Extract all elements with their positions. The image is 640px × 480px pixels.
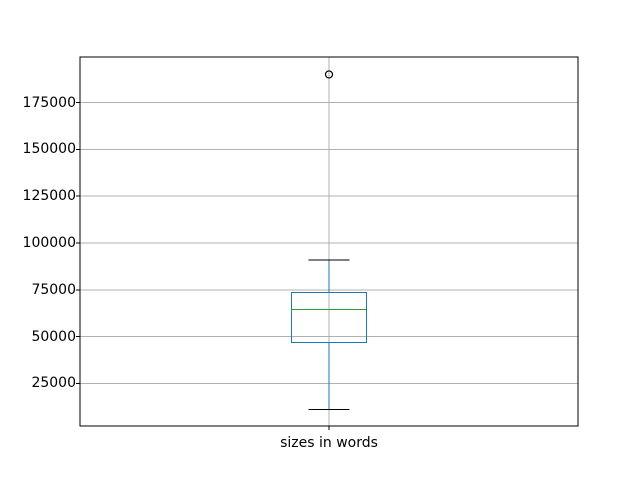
y-tick-label: 150000 [22, 141, 76, 158]
iqr-box [291, 292, 367, 344]
y-tick-label: 50000 [31, 328, 76, 345]
y-tick-label: 100000 [22, 234, 76, 251]
y-tick-label: 175000 [22, 94, 76, 111]
axes-spines [79, 56, 579, 427]
y-tick-label: 75000 [31, 281, 76, 298]
y-tick-label: 25000 [31, 375, 76, 392]
x-axis-label: sizes in words [280, 435, 378, 451]
outlier-marker [324, 70, 334, 79]
y-tick-label: 125000 [22, 188, 76, 205]
